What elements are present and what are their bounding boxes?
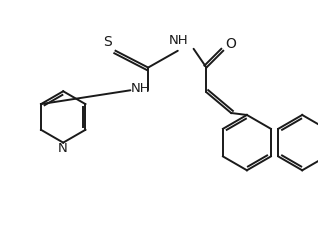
Text: S: S [103, 35, 112, 49]
Text: NH: NH [169, 34, 188, 47]
Text: N: N [57, 142, 67, 155]
Text: NH: NH [131, 82, 150, 95]
Text: O: O [226, 37, 236, 51]
